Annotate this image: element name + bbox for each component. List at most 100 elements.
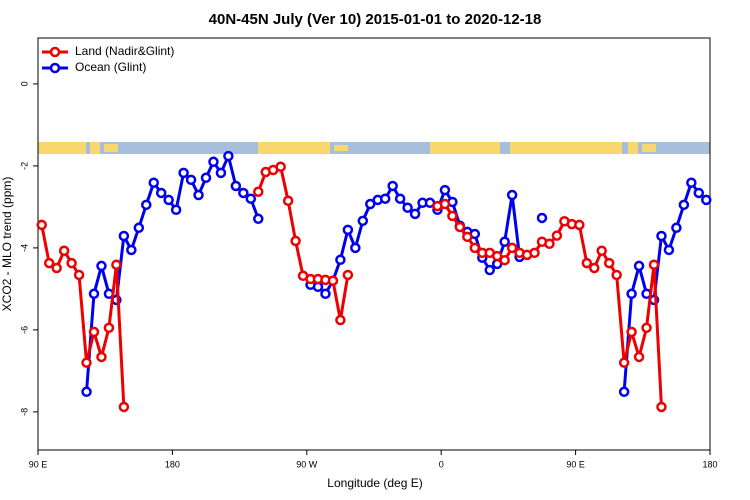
data-point <box>141 199 152 211</box>
data-point <box>506 189 518 201</box>
data-point <box>678 199 690 211</box>
data-point <box>193 189 204 201</box>
y-tick-label: -8 <box>19 408 29 416</box>
data-point <box>626 326 637 338</box>
data-point <box>499 236 510 247</box>
data-point <box>603 257 615 269</box>
data-point <box>51 262 62 274</box>
data-point <box>633 351 645 363</box>
data-point <box>618 386 630 398</box>
data-point <box>58 245 70 257</box>
data-point <box>126 244 137 256</box>
data-point <box>253 213 264 225</box>
data-point <box>36 219 47 231</box>
data-point <box>253 186 264 197</box>
data-point <box>335 254 346 266</box>
data-point <box>290 235 301 247</box>
data-point <box>394 193 406 204</box>
data-point <box>148 177 159 188</box>
data-point <box>439 198 451 210</box>
data-point <box>701 194 712 206</box>
data-point <box>111 259 122 270</box>
data-point <box>581 257 593 269</box>
data-point <box>81 386 92 398</box>
x-tick-label: 90 E <box>566 459 585 469</box>
data-point <box>469 242 481 254</box>
data-point <box>335 314 346 326</box>
data-point <box>693 187 705 199</box>
data-point <box>365 198 376 210</box>
data-point <box>656 401 667 413</box>
x-tick-label: 90 W <box>296 459 318 469</box>
data-point <box>43 257 55 269</box>
legend-label: Land (Nadir&Glint) <box>75 44 174 58</box>
data-point <box>454 221 466 233</box>
data-point <box>118 401 130 413</box>
data-point <box>223 150 234 162</box>
series-line <box>310 184 522 296</box>
data-point <box>185 174 197 186</box>
x-tick-label: 0 <box>439 459 444 469</box>
legend-label: Ocean (Glint) <box>75 60 146 74</box>
data-point <box>686 177 697 188</box>
x-tick-label: 90 E <box>29 459 48 469</box>
data-point <box>96 260 107 272</box>
data-point <box>342 224 354 236</box>
data-point <box>387 180 398 192</box>
data-point <box>81 357 92 368</box>
data-point <box>133 222 145 234</box>
data-point <box>574 219 585 231</box>
data-point <box>357 215 369 227</box>
y-tick-label: -2 <box>19 162 29 170</box>
data-point <box>536 212 548 224</box>
data-point <box>208 156 219 168</box>
series-line <box>256 165 350 322</box>
data-point <box>671 222 682 234</box>
data-point <box>103 322 115 334</box>
data-point <box>596 245 607 257</box>
y-tick-label: -4 <box>19 244 29 252</box>
y-tick-label: -6 <box>19 326 29 334</box>
data-point <box>66 257 77 269</box>
data-point <box>447 210 458 222</box>
data-point <box>499 254 510 266</box>
plot-frame <box>37 37 711 451</box>
data-point <box>320 288 331 300</box>
data-point <box>178 167 189 179</box>
data-point <box>402 202 413 213</box>
data-point <box>379 193 391 204</box>
data-point <box>350 242 361 254</box>
y-axis-label: XCO2 - MLO trend (ppm) <box>0 177 14 312</box>
data-point <box>506 242 518 254</box>
data-point <box>439 184 451 196</box>
data-point <box>551 230 563 241</box>
data-point <box>409 208 421 220</box>
data-point <box>641 322 652 334</box>
legend-marker <box>49 62 61 74</box>
legend-marker <box>49 46 61 58</box>
data-point <box>484 264 495 276</box>
data-point <box>163 194 174 206</box>
data-point <box>491 250 503 262</box>
data-point <box>215 167 227 179</box>
data-point <box>544 238 555 250</box>
data-point <box>663 244 675 256</box>
chart-title: 40N-45N July (Ver 10) 2015-01-01 to 2020… <box>209 11 542 28</box>
series-line <box>40 224 126 408</box>
data-point <box>626 288 637 300</box>
data-point <box>118 230 130 242</box>
data-point <box>462 231 473 243</box>
x-tick-label: 180 <box>702 459 717 469</box>
data-point <box>238 187 249 199</box>
data-point <box>155 187 167 199</box>
data-point <box>656 230 667 242</box>
data-point <box>529 247 540 259</box>
data-point <box>618 357 630 368</box>
y-tick-label: 0 <box>19 81 29 86</box>
data-point <box>170 204 182 216</box>
data-point <box>282 195 294 207</box>
data-point <box>327 275 339 286</box>
data-point <box>245 193 257 204</box>
data-point <box>589 262 600 274</box>
